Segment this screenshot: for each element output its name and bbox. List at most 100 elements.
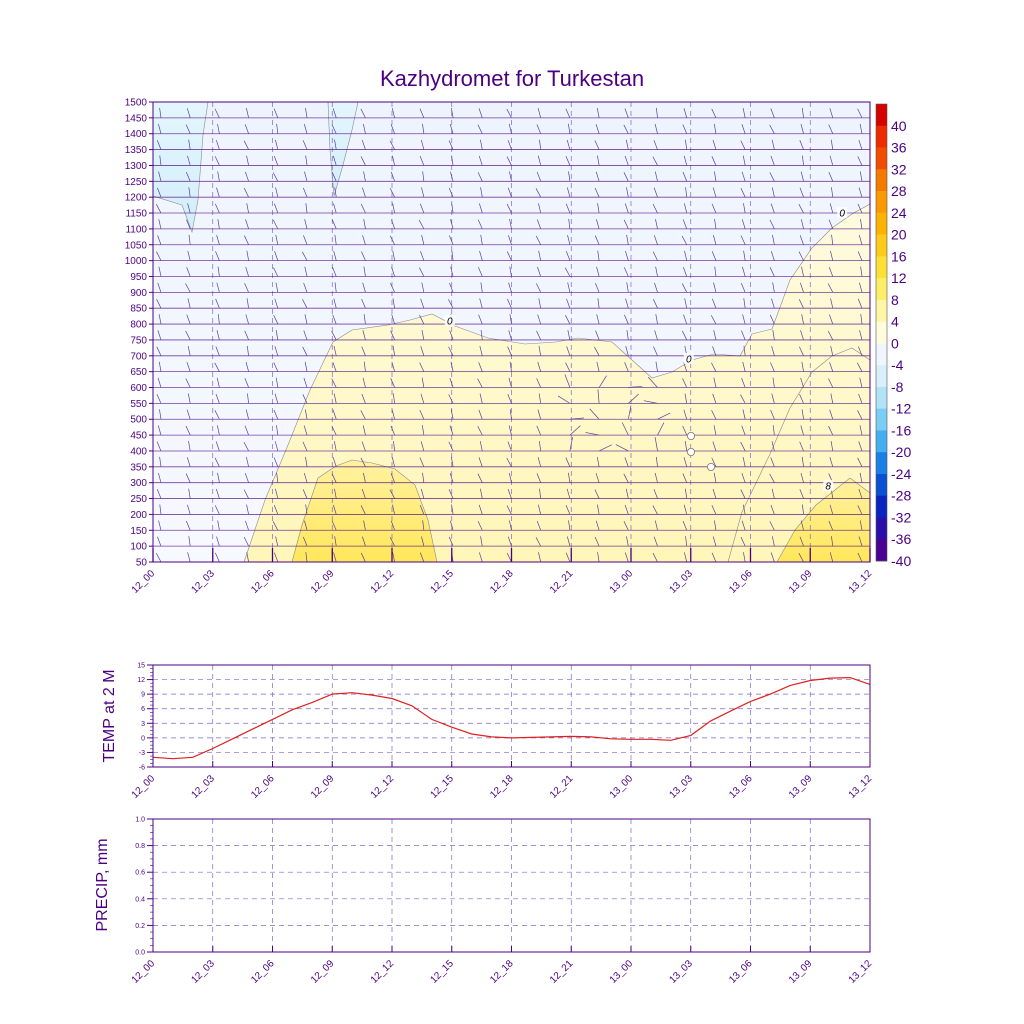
wind-barb — [392, 552, 396, 562]
wind-barb — [305, 203, 308, 214]
wind-barb — [769, 172, 775, 182]
x-tick-label: 13_00 — [608, 773, 636, 801]
wind-barb — [712, 393, 717, 404]
wind-barb — [246, 108, 249, 118]
wind-barb — [681, 235, 688, 245]
precip-grid — [152, 818, 871, 953]
wind-barb — [275, 330, 279, 340]
wind-barb — [569, 437, 573, 452]
wind-barb — [302, 489, 308, 499]
colorbar-swatch — [876, 104, 887, 127]
wind-barb — [508, 472, 512, 483]
main-x-tick-label: 13_00 — [608, 568, 636, 596]
wind-barb — [831, 536, 834, 547]
wind-barb — [304, 409, 308, 420]
wind-barb — [245, 409, 249, 420]
wind-barb — [538, 393, 542, 404]
wind-barb — [159, 504, 162, 515]
wind-barb — [653, 489, 658, 499]
wind-barb — [508, 235, 512, 245]
wind-barb — [770, 155, 775, 166]
wind-barb — [332, 409, 337, 420]
wind-barb — [363, 218, 366, 229]
wind-barb — [244, 378, 249, 388]
wind-barb — [860, 218, 863, 229]
contour-labels: 0 0 0 8 — [444, 207, 848, 492]
wind-barb — [801, 266, 804, 277]
wind-barb — [334, 187, 337, 198]
wind-barb — [714, 520, 717, 531]
wind-barb — [771, 298, 775, 309]
wind-barb — [829, 409, 834, 420]
wind-barb — [537, 314, 542, 325]
wind-barb — [159, 409, 162, 420]
wind-barb — [509, 520, 512, 531]
wind-barb — [506, 505, 512, 515]
main-x-tick-label: 12_06 — [249, 568, 277, 596]
wind-barb — [187, 504, 191, 515]
contour-label-bg — [444, 314, 455, 326]
temp-grid — [152, 664, 871, 768]
colorbar-swatch — [876, 495, 887, 518]
main-y-tick-label: 150 — [130, 526, 147, 537]
wind-barb — [537, 361, 542, 372]
wind-barb — [831, 187, 834, 198]
wind-barb — [450, 266, 454, 277]
wind-barb — [185, 330, 191, 341]
y-tick-label: 1.0 — [135, 817, 145, 824]
wind-barb — [509, 171, 512, 182]
colorbar-swatch — [876, 365, 887, 388]
x-tick-label: 13_12 — [847, 773, 875, 801]
wind-barb — [245, 219, 249, 230]
colorbar-swatch — [876, 343, 887, 366]
wind-barb — [828, 520, 834, 531]
wind-barb — [302, 536, 308, 547]
wind-barb — [857, 410, 863, 420]
wind-barb — [744, 102, 746, 103]
wind-barb — [800, 123, 804, 134]
x-tick-label: 12_18 — [488, 958, 516, 986]
colorbar-swatch — [876, 539, 887, 562]
wind-barb — [682, 124, 688, 134]
hot-area-left — [291, 459, 438, 562]
wind-barb — [186, 314, 191, 325]
wind-barb — [275, 488, 279, 499]
wind-barb — [624, 457, 629, 467]
wind-barb — [332, 362, 337, 372]
warm-lobe-right — [727, 347, 870, 562]
wind-barb — [536, 283, 542, 293]
wind-barb — [421, 187, 425, 198]
colorbar-swatch — [876, 452, 887, 475]
temperature-panel: 15 12 9 6 3 0 -3 -6 12_00 12_03 12_06 12_09 12_12 12… — [101, 663, 874, 801]
wind-barb — [597, 298, 600, 309]
wind-barb — [481, 102, 483, 103]
wind-barb — [742, 314, 746, 325]
wind-barb — [156, 346, 162, 356]
main-y-tick-label: 500 — [130, 415, 147, 426]
wind-barb — [624, 314, 629, 325]
wind-barb — [569, 425, 581, 436]
wind-barb — [273, 362, 279, 372]
wind-barb — [390, 520, 395, 531]
y-tick-label: 0.6 — [135, 870, 145, 877]
wind-barb — [508, 123, 512, 134]
wind-barb — [333, 203, 337, 214]
x-tick-label: 13_09 — [787, 958, 815, 986]
wind-barb — [478, 155, 483, 166]
calm-wind-marker — [687, 431, 696, 440]
wind-barb — [769, 219, 775, 230]
wind-barb — [829, 108, 834, 118]
wind-barb — [159, 456, 162, 467]
wind-barb — [391, 457, 396, 467]
wind-barb — [802, 155, 804, 166]
wind-barb — [683, 409, 688, 420]
wind-barb — [449, 377, 454, 388]
wind-barb — [595, 330, 600, 341]
wind-barb — [246, 552, 249, 562]
wind-barb — [827, 283, 834, 293]
colorbar-swatch — [876, 256, 887, 279]
wind-barb — [713, 472, 717, 483]
wind-barb — [623, 219, 629, 230]
wind-barb — [273, 267, 279, 277]
wind-barb — [589, 408, 600, 420]
